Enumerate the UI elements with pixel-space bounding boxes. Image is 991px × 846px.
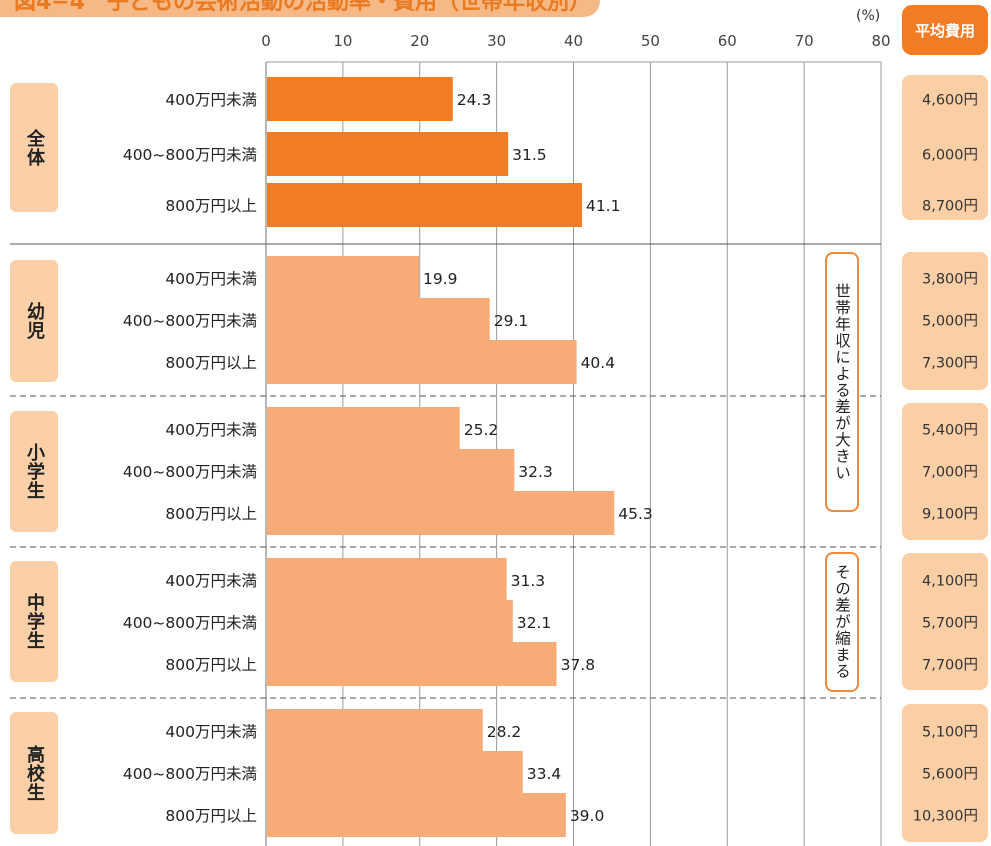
bar-category-label: 400~800万円未満 (122, 614, 257, 632)
bar-category-label: 800万円以上 (165, 505, 257, 523)
bar-category-label: 800万円以上 (165, 807, 257, 825)
bar-value-label: 33.4 (527, 765, 562, 783)
average-cost-value: 7,000円 (921, 464, 978, 481)
bar (267, 132, 509, 176)
bar (267, 642, 557, 686)
bar (267, 491, 615, 535)
x-tick-label: 50 (641, 32, 660, 50)
bar (267, 340, 577, 384)
bar-value-label: 32.1 (517, 614, 552, 632)
group-label-box: 幼児 (10, 260, 58, 382)
x-tick-label: 10 (333, 32, 352, 50)
cost-box: 4,600円 6,000円 8,700円 (902, 75, 988, 220)
cost-box: 3,800円 5,000円 7,300円 (902, 252, 988, 390)
bar-value-label: 39.0 (570, 807, 605, 825)
group-label: 全体 (24, 128, 45, 167)
average-cost-value: 6,000円 (921, 147, 978, 164)
group-label-box: 高校生 (10, 712, 58, 834)
bar (267, 407, 460, 451)
bar (267, 77, 453, 121)
bar-category-label: 400万円未満 (165, 572, 257, 590)
bar-value-label: 24.3 (457, 91, 492, 109)
x-tick-label: 60 (718, 32, 737, 50)
x-tick-label: 70 (795, 32, 814, 50)
average-cost-value: 5,600円 (921, 766, 978, 783)
callout-large-gap-text: 世帯年収による差が大きい (833, 283, 851, 481)
group-label: 小学生 (24, 443, 45, 500)
average-cost-value: 10,300円 (912, 808, 978, 825)
group-label-box: 小学生 (10, 411, 58, 532)
bar-value-label: 19.9 (423, 270, 458, 288)
cost-box: 5,400円 7,000円 9,100円 (902, 403, 988, 540)
callout-gap-narrows-text: その差が縮まる (833, 564, 851, 680)
average-cost-value: 4,600円 (921, 92, 978, 109)
bar-value-label: 25.2 (464, 421, 499, 439)
x-tick-label: 0 (261, 32, 271, 50)
x-tick-label: 30 (487, 32, 506, 50)
callout-large-gap: 世帯年収による差が大きい (825, 252, 859, 512)
group-label: 中学生 (24, 593, 45, 650)
chart-title-tab: 図4−4 子どもの芸術活動の活動率・費用（世帯年収別） (0, 0, 600, 17)
bar (267, 449, 515, 493)
bar (267, 298, 490, 342)
bar-value-label: 37.8 (561, 656, 596, 674)
bar-category-label: 400~800万円未満 (122, 463, 257, 481)
average-cost-value: 5,000円 (921, 313, 978, 330)
bar-value-label: 31.5 (512, 146, 547, 164)
average-cost-value: 4,100円 (921, 573, 978, 590)
bar (267, 793, 566, 837)
group-label: 高校生 (24, 744, 45, 802)
bar-category-label: 400~800万円未満 (122, 146, 257, 164)
bar (267, 709, 483, 753)
bar-value-label: 29.1 (494, 312, 529, 330)
cost-box: 4,100円 5,700円 7,700円 (902, 553, 988, 690)
bar-category-label: 400万円未満 (165, 270, 257, 288)
bar-category-label: 400万円未満 (165, 421, 257, 439)
bar (267, 751, 523, 795)
bar-category-label: 400万円未満 (165, 723, 257, 741)
bar-category-label: 400万円未満 (165, 91, 257, 109)
bar (267, 183, 582, 227)
bar-value-label: 28.2 (487, 723, 522, 741)
bar-value-label: 45.3 (618, 505, 653, 523)
bar-value-label: 41.1 (586, 197, 621, 215)
bar-category-label: 400~800万円未満 (122, 312, 257, 330)
group-label: 幼児 (24, 302, 45, 340)
bar-category-label: 800万円以上 (165, 354, 257, 372)
bar-category-label: 400~800万円未満 (122, 765, 257, 783)
bar (267, 256, 419, 300)
average-cost-value: 7,700円 (921, 657, 978, 674)
average-cost-value: 8,700円 (921, 198, 978, 215)
bar-value-label: 31.3 (511, 572, 546, 590)
unit-label: (%) (856, 8, 881, 24)
average-cost-value: 7,300円 (921, 355, 978, 372)
cost-header: 平均費用 (902, 5, 988, 55)
bar-category-label: 800万円以上 (165, 197, 257, 215)
bar (267, 558, 507, 602)
average-cost-value: 3,800円 (921, 271, 978, 288)
callout-gap-narrows: その差が縮まる (825, 552, 859, 692)
average-cost-value: 5,100円 (921, 724, 978, 741)
average-cost-value: 9,100円 (921, 506, 978, 523)
bar-category-label: 800万円以上 (165, 656, 257, 674)
x-tick-label: 80 (871, 32, 890, 50)
cost-box: 5,100円 5,600円 10,300円 (902, 704, 988, 842)
bar (267, 600, 513, 644)
average-cost-value: 5,700円 (921, 615, 978, 632)
bar-value-label: 40.4 (581, 354, 616, 372)
group-label-box: 全体 (10, 83, 58, 212)
group-label-box: 中学生 (10, 561, 58, 682)
x-tick-label: 20 (410, 32, 429, 50)
bar-value-label: 32.3 (518, 463, 553, 481)
chart-title: 図4−4 子どもの芸術活動の活動率・費用（世帯年収別） (14, 0, 592, 15)
x-tick-label: 40 (564, 32, 583, 50)
average-cost-value: 5,400円 (921, 422, 978, 439)
